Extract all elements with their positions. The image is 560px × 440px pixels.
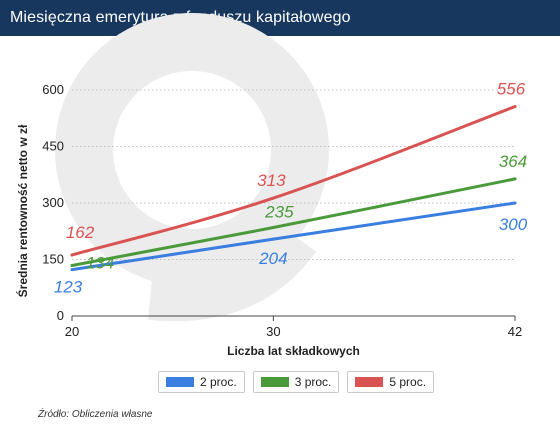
source-note: Źródło: Obliczenia własne bbox=[38, 409, 153, 420]
x-tick-label: 30 bbox=[266, 324, 280, 339]
data-point-3-proc bbox=[271, 225, 275, 229]
legend-swatch-3-proc bbox=[260, 377, 289, 387]
data-point-2-proc bbox=[70, 268, 74, 272]
legend-swatch-2-proc bbox=[166, 377, 194, 387]
data-label-3-proc: 134 bbox=[86, 254, 114, 273]
y-tick-label: 450 bbox=[42, 139, 64, 154]
legend-label-5-proc: 5 proc. bbox=[389, 375, 427, 389]
legend-item-5-proc[interactable]: 5 proc. bbox=[347, 371, 435, 393]
data-point-5-proc bbox=[271, 196, 275, 200]
watermark-ring bbox=[55, 13, 329, 287]
data-label-5-proc: 162 bbox=[66, 223, 95, 242]
x-tick-label: 20 bbox=[65, 324, 79, 339]
y-tick-label: 0 bbox=[57, 308, 64, 323]
series-lines bbox=[70, 105, 517, 272]
legend-label-2-proc: 2 proc. bbox=[200, 375, 237, 389]
data-label-5-proc: 313 bbox=[257, 171, 286, 190]
data-label-5-proc: 556 bbox=[497, 80, 526, 99]
data-point-5-proc bbox=[70, 253, 74, 257]
data-point-3-proc bbox=[70, 264, 74, 268]
data-label-3-proc: 364 bbox=[499, 152, 527, 171]
y-axis-ticks: 0 150 300 450 600 bbox=[42, 82, 64, 323]
x-axis-ticks: 20 30 42 bbox=[65, 316, 522, 339]
y-tick-label: 300 bbox=[42, 195, 64, 210]
data-point-2-proc bbox=[271, 237, 275, 241]
data-label-2-proc: 123 bbox=[54, 278, 83, 297]
legend-label-3-proc: 3 proc. bbox=[294, 375, 332, 389]
y-axis-title: Średnia rentowność netto w zł bbox=[15, 124, 30, 297]
y-tick-label: 600 bbox=[42, 82, 64, 97]
data-point-5-proc bbox=[513, 105, 517, 109]
data-point-3-proc bbox=[513, 177, 517, 181]
data-label-2-proc: 300 bbox=[499, 215, 528, 234]
legend-item-3-proc[interactable]: 3 proc. bbox=[252, 371, 340, 393]
data-label-2-proc: 204 bbox=[258, 249, 287, 268]
data-labels: 123 204 300 134 235 364 162 313 556 bbox=[54, 80, 528, 297]
legend-item-2-proc[interactable]: 2 proc. bbox=[158, 371, 245, 393]
legend: 2 proc. 3 proc. 5 proc. bbox=[158, 371, 435, 393]
x-tick-label: 42 bbox=[508, 324, 522, 339]
data-point-2-proc bbox=[513, 201, 517, 205]
x-axis-title: Liczba lat składkowych bbox=[227, 344, 360, 358]
data-label-3-proc: 235 bbox=[264, 202, 294, 221]
legend-swatch-5-proc bbox=[355, 377, 384, 387]
y-tick-label: 150 bbox=[42, 252, 64, 267]
ring-logo-watermark bbox=[55, 13, 329, 322]
watermark-tail bbox=[148, 227, 317, 322]
grid-lines bbox=[72, 89, 515, 317]
